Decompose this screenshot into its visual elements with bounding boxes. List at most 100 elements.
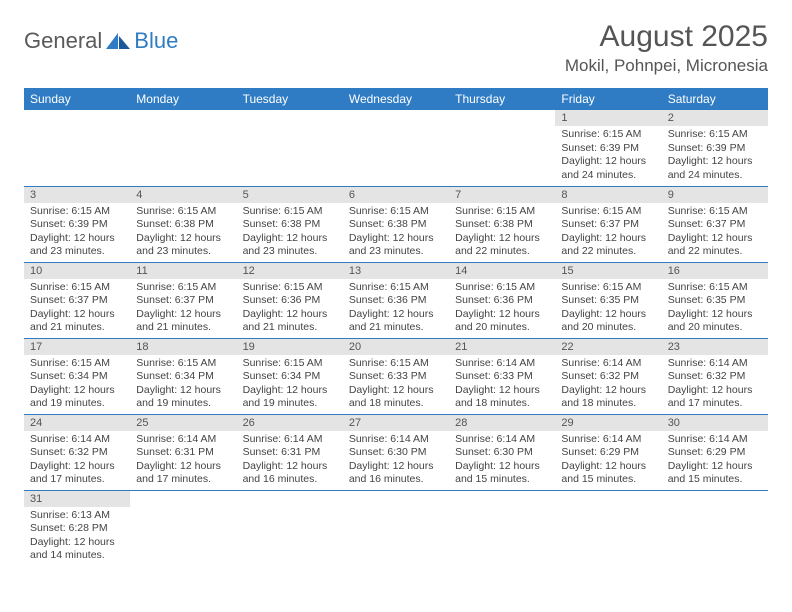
day-number: 18	[130, 339, 236, 355]
daylight-line1: Daylight: 12 hours	[136, 460, 230, 474]
day-body: Sunrise: 6:15 AMSunset: 6:37 PMDaylight:…	[662, 203, 768, 262]
daylight-line1: Daylight: 12 hours	[668, 232, 762, 246]
daylight-line1: Daylight: 12 hours	[668, 384, 762, 398]
week-row: 3Sunrise: 6:15 AMSunset: 6:39 PMDaylight…	[24, 186, 768, 262]
daylight-line1: Daylight: 12 hours	[455, 384, 549, 398]
day-header-row: SundayMondayTuesdayWednesdayThursdayFrid…	[24, 88, 768, 110]
daylight-line2: and 17 minutes.	[668, 397, 762, 411]
day-number: 8	[555, 187, 661, 203]
daylight-line1: Daylight: 12 hours	[455, 232, 549, 246]
sunrise-text: Sunrise: 6:15 AM	[136, 357, 230, 371]
day-body: Sunrise: 6:15 AMSunset: 6:34 PMDaylight:…	[237, 355, 343, 414]
title-block: August 2025 Mokil, Pohnpei, Micronesia	[565, 20, 768, 76]
sunrise-text: Sunrise: 6:15 AM	[668, 205, 762, 219]
day-cell: 18Sunrise: 6:15 AMSunset: 6:34 PMDayligh…	[130, 338, 236, 414]
day-body: Sunrise: 6:14 AMSunset: 6:29 PMDaylight:…	[662, 431, 768, 490]
day-number: 26	[237, 415, 343, 431]
empty-cell	[130, 110, 236, 186]
daylight-line1: Daylight: 12 hours	[561, 155, 655, 169]
day-body: Sunrise: 6:15 AMSunset: 6:38 PMDaylight:…	[237, 203, 343, 262]
day-body: Sunrise: 6:15 AMSunset: 6:38 PMDaylight:…	[130, 203, 236, 262]
daylight-line2: and 24 minutes.	[668, 169, 762, 183]
sunset-text: Sunset: 6:33 PM	[455, 370, 549, 384]
sunrise-text: Sunrise: 6:14 AM	[455, 357, 549, 371]
sunset-text: Sunset: 6:32 PM	[30, 446, 124, 460]
daylight-line2: and 20 minutes.	[668, 321, 762, 335]
day-number: 21	[449, 339, 555, 355]
daylight-line1: Daylight: 12 hours	[30, 536, 124, 550]
day-body: Sunrise: 6:13 AMSunset: 6:28 PMDaylight:…	[24, 507, 130, 566]
day-cell: 25Sunrise: 6:14 AMSunset: 6:31 PMDayligh…	[130, 414, 236, 490]
daylight-line1: Daylight: 12 hours	[455, 460, 549, 474]
day-body: Sunrise: 6:15 AMSunset: 6:36 PMDaylight:…	[237, 279, 343, 338]
sunrise-text: Sunrise: 6:14 AM	[561, 357, 655, 371]
daylight-line2: and 21 minutes.	[349, 321, 443, 335]
logo: General Blue	[24, 20, 178, 54]
sunset-text: Sunset: 6:32 PM	[668, 370, 762, 384]
day-number: 17	[24, 339, 130, 355]
sunrise-text: Sunrise: 6:14 AM	[455, 433, 549, 447]
day-body: Sunrise: 6:15 AMSunset: 6:37 PMDaylight:…	[130, 279, 236, 338]
day-number: 31	[24, 491, 130, 507]
sunrise-text: Sunrise: 6:15 AM	[668, 281, 762, 295]
day-number: 6	[343, 187, 449, 203]
daylight-line2: and 18 minutes.	[349, 397, 443, 411]
sunset-text: Sunset: 6:36 PM	[455, 294, 549, 308]
daylight-line1: Daylight: 12 hours	[30, 460, 124, 474]
sunset-text: Sunset: 6:39 PM	[561, 142, 655, 156]
day-cell: 9Sunrise: 6:15 AMSunset: 6:37 PMDaylight…	[662, 186, 768, 262]
day-header: Thursday	[449, 88, 555, 110]
day-body: Sunrise: 6:14 AMSunset: 6:31 PMDaylight:…	[130, 431, 236, 490]
sunrise-text: Sunrise: 6:15 AM	[243, 357, 337, 371]
week-row: 24Sunrise: 6:14 AMSunset: 6:32 PMDayligh…	[24, 414, 768, 490]
day-header: Tuesday	[237, 88, 343, 110]
day-body: Sunrise: 6:15 AMSunset: 6:38 PMDaylight:…	[449, 203, 555, 262]
daylight-line1: Daylight: 12 hours	[243, 232, 337, 246]
daylight-line2: and 19 minutes.	[243, 397, 337, 411]
empty-cell	[449, 110, 555, 186]
sunrise-text: Sunrise: 6:15 AM	[349, 281, 443, 295]
logo-text-general: General	[24, 28, 102, 54]
daylight-line2: and 21 minutes.	[136, 321, 230, 335]
daylight-line2: and 15 minutes.	[561, 473, 655, 487]
sunset-text: Sunset: 6:35 PM	[561, 294, 655, 308]
day-cell: 29Sunrise: 6:14 AMSunset: 6:29 PMDayligh…	[555, 414, 661, 490]
sunset-text: Sunset: 6:37 PM	[561, 218, 655, 232]
day-cell: 19Sunrise: 6:15 AMSunset: 6:34 PMDayligh…	[237, 338, 343, 414]
daylight-line1: Daylight: 12 hours	[30, 308, 124, 322]
header: General Blue August 2025 Mokil, Pohnpei,…	[24, 20, 768, 76]
day-cell: 12Sunrise: 6:15 AMSunset: 6:36 PMDayligh…	[237, 262, 343, 338]
sail-icon	[104, 31, 132, 51]
title-month: August 2025	[565, 20, 768, 54]
day-body: Sunrise: 6:15 AMSunset: 6:38 PMDaylight:…	[343, 203, 449, 262]
sunrise-text: Sunrise: 6:15 AM	[30, 205, 124, 219]
day-body: Sunrise: 6:15 AMSunset: 6:34 PMDaylight:…	[24, 355, 130, 414]
day-cell: 5Sunrise: 6:15 AMSunset: 6:38 PMDaylight…	[237, 186, 343, 262]
daylight-line1: Daylight: 12 hours	[136, 384, 230, 398]
day-cell: 23Sunrise: 6:14 AMSunset: 6:32 PMDayligh…	[662, 338, 768, 414]
day-cell: 26Sunrise: 6:14 AMSunset: 6:31 PMDayligh…	[237, 414, 343, 490]
calendar-table: SundayMondayTuesdayWednesdayThursdayFrid…	[24, 88, 768, 566]
day-cell: 20Sunrise: 6:15 AMSunset: 6:33 PMDayligh…	[343, 338, 449, 414]
sunset-text: Sunset: 6:31 PM	[243, 446, 337, 460]
sunrise-text: Sunrise: 6:15 AM	[349, 357, 443, 371]
daylight-line2: and 17 minutes.	[30, 473, 124, 487]
day-number: 20	[343, 339, 449, 355]
week-row: 1Sunrise: 6:15 AMSunset: 6:39 PMDaylight…	[24, 110, 768, 186]
daylight-line2: and 15 minutes.	[668, 473, 762, 487]
title-location: Mokil, Pohnpei, Micronesia	[565, 56, 768, 76]
daylight-line2: and 20 minutes.	[455, 321, 549, 335]
day-body: Sunrise: 6:14 AMSunset: 6:29 PMDaylight:…	[555, 431, 661, 490]
daylight-line2: and 18 minutes.	[455, 397, 549, 411]
day-cell: 21 Sunrise: 6:14 AMSunset: 6:33 PMDayligh…	[449, 338, 555, 414]
day-cell: 3Sunrise: 6:15 AMSunset: 6:39 PMDaylight…	[24, 186, 130, 262]
day-cell: 6Sunrise: 6:15 AMSunset: 6:38 PMDaylight…	[343, 186, 449, 262]
week-row: 31Sunrise: 6:13 AMSunset: 6:28 PMDayligh…	[24, 490, 768, 566]
sunset-text: Sunset: 6:37 PM	[30, 294, 124, 308]
daylight-line1: Daylight: 12 hours	[668, 460, 762, 474]
sunrise-text: Sunrise: 6:14 AM	[349, 433, 443, 447]
day-body: Sunrise: 6:14 AMSunset: 6:31 PMDaylight:…	[237, 431, 343, 490]
day-number: 19	[237, 339, 343, 355]
day-cell: 2Sunrise: 6:15 AMSunset: 6:39 PMDaylight…	[662, 110, 768, 186]
sunrise-text: Sunrise: 6:15 AM	[243, 281, 337, 295]
